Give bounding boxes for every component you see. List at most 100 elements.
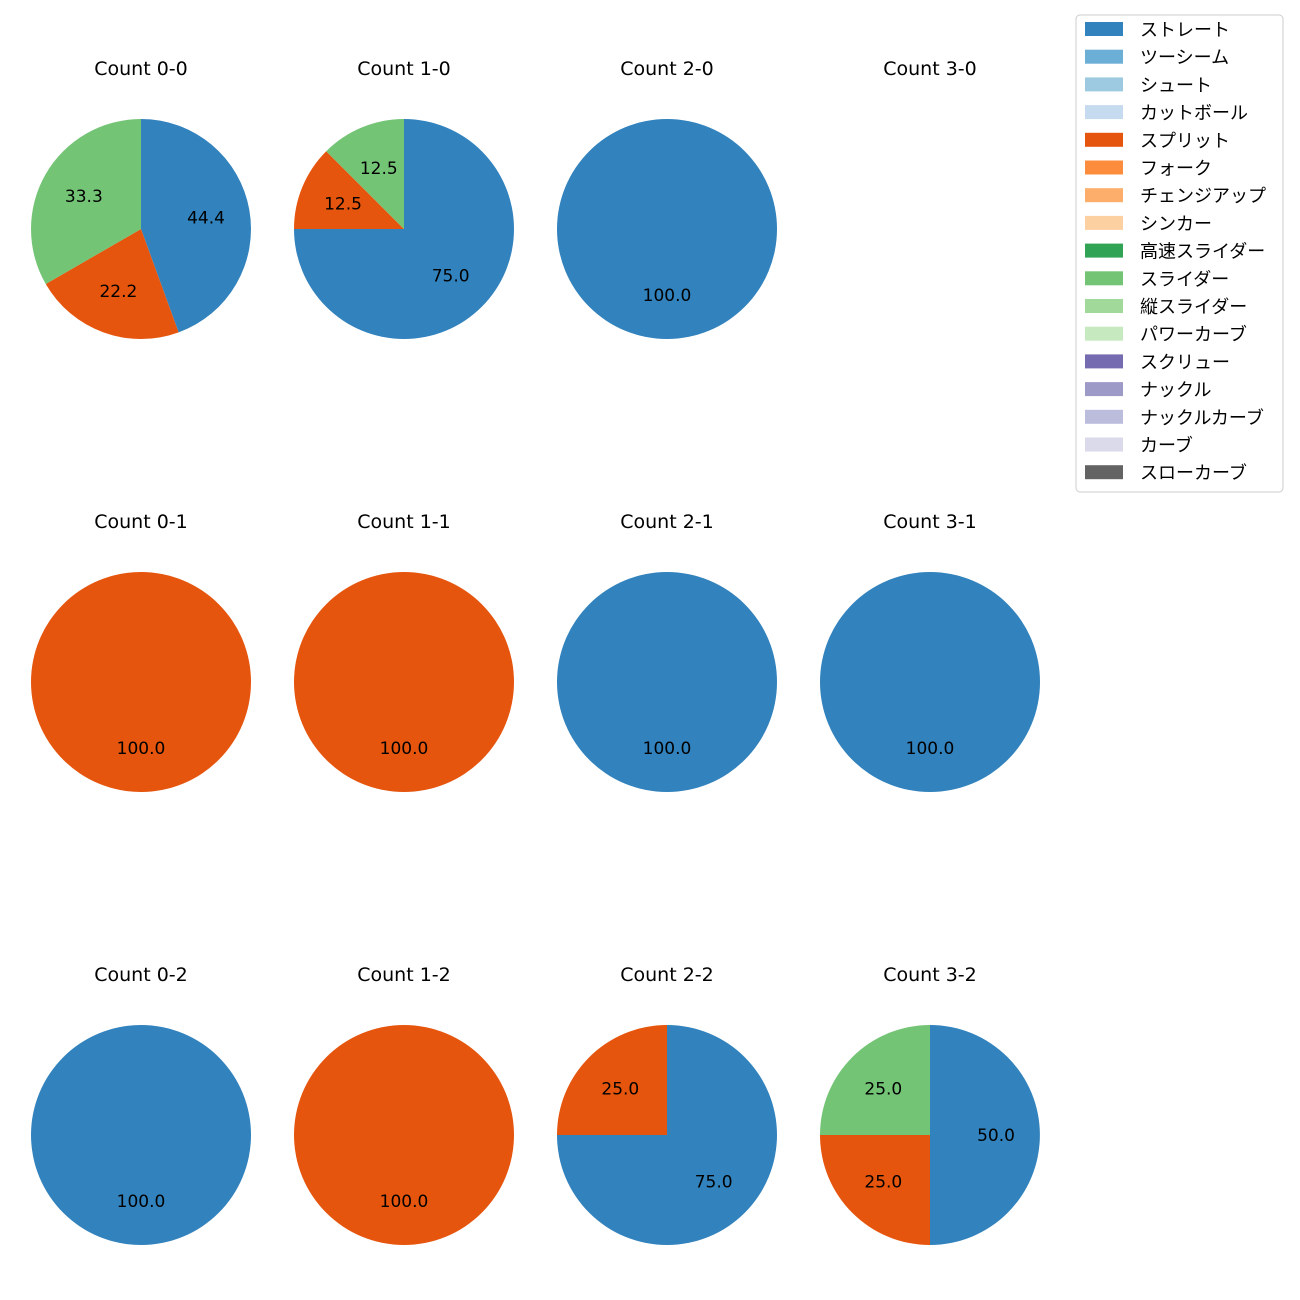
legend-label: パワーカーブ [1140, 324, 1247, 346]
pie-title: Count 0-1 [94, 511, 188, 533]
pie-panel: Count 0-0 44.4 22.2 33.3 [31, 58, 251, 339]
pie-slice [294, 151, 404, 229]
pie-slice [820, 1135, 930, 1245]
legend-swatch [1085, 160, 1123, 175]
legend-label: ツーシーム [1140, 48, 1229, 69]
legend-swatch [1085, 465, 1123, 480]
pie-slice-label: 75.0 [695, 1173, 733, 1193]
legend-label: ストレート [1140, 20, 1230, 41]
legend-entry: スローカーブ [1085, 462, 1247, 484]
pie-slice-label: 75.0 [432, 267, 470, 287]
legend-entry: フォーク [1085, 159, 1212, 180]
pie-title: Count 1-2 [357, 964, 451, 986]
legend-label: スクリュー [1140, 352, 1230, 373]
pie-panel: Count 3-0 [883, 58, 977, 80]
legend-label: ナックルカーブ [1140, 407, 1264, 429]
pie-slice-label: 50.0 [977, 1126, 1015, 1146]
legend-label: スローカーブ [1140, 462, 1247, 484]
pie-panel: Count 0-2 100.0 [31, 964, 251, 1245]
legend-swatch [1085, 299, 1123, 313]
legend-entry: ツーシーム [1085, 48, 1229, 69]
pie-title: Count 2-2 [620, 964, 714, 986]
pie-slice-label: 12.5 [324, 195, 362, 215]
legend-swatch [1085, 437, 1123, 452]
pie-panel: Count 2-1 100.0 [557, 511, 777, 792]
legend-label: カットボール [1140, 103, 1248, 124]
legend-label: スライダー [1140, 269, 1229, 290]
pie-panel: Count 0-1 100.0 [31, 511, 251, 792]
pie-slice-label: 12.5 [360, 159, 398, 179]
legend-swatch [1085, 132, 1123, 147]
pie-title: Count 1-1 [357, 511, 451, 533]
legend-entry: カーブ [1085, 435, 1193, 457]
legend-label: シンカー [1140, 214, 1212, 235]
legend-label: フォーク [1140, 159, 1212, 180]
legend-entry: ナックル [1085, 380, 1211, 401]
legend-swatch [1085, 243, 1123, 258]
pie-title: Count 2-0 [620, 58, 714, 80]
pie-panel: Count 1-2 100.0 [294, 964, 514, 1245]
pie-title: Count 3-1 [883, 511, 977, 533]
pie-slice-label: 100.0 [117, 739, 166, 759]
pie-slice-label: 100.0 [643, 739, 692, 759]
legend-entry: チェンジアップ [1085, 186, 1266, 207]
pie-slice [31, 572, 251, 792]
legend-swatch [1085, 49, 1123, 64]
pie-slice [557, 119, 777, 339]
pie-slice [557, 1025, 667, 1135]
pie-slice [930, 1025, 1040, 1245]
pie-slice [820, 572, 1040, 792]
legend-entry: シュート [1085, 75, 1212, 96]
legend-swatch [1085, 409, 1123, 424]
legend: ストレートツーシームシュートカットボールスプリットフォークチェンジアップシンカー… [1075, 14, 1284, 493]
legend-swatch [1085, 77, 1123, 92]
pie-title: Count 1-0 [357, 58, 451, 80]
pie-slice-label: 100.0 [380, 1192, 429, 1212]
legend-label: カーブ [1140, 435, 1193, 457]
pie-panel: Count 3-1 100.0 [820, 511, 1040, 792]
legend-entry: 縦スライダー [1085, 297, 1247, 318]
legend-swatch [1085, 105, 1123, 120]
pie-slice [45, 229, 179, 339]
pie-panels: Count 0-0 44.4 22.2 33.3 Count 1-0 75.0 12.5 12… [31, 58, 1040, 1245]
pie-slice-label: 100.0 [380, 739, 429, 759]
pie-title: Count 3-0 [883, 58, 977, 80]
pie-slice-label: 44.4 [187, 209, 225, 229]
legend-swatch [1085, 215, 1123, 230]
pie-title: Count 3-2 [883, 964, 977, 986]
pie-slice [31, 1025, 251, 1245]
legend-entry: スクリュー [1085, 352, 1230, 373]
legend-swatch [1085, 326, 1123, 341]
legend-entry: シンカー [1085, 214, 1212, 235]
legend-entry: スプリット [1085, 131, 1230, 152]
pie-panel: Count 2-2 75.0 25.0 [557, 964, 777, 1245]
pie-slice [294, 572, 514, 792]
pie-slice [141, 119, 251, 333]
legend-label: 縦スライダー [1140, 297, 1247, 318]
pie-panel: Count 2-0 100.0 [557, 58, 777, 339]
pie-slice [294, 1025, 514, 1245]
pie-slice [820, 1025, 930, 1135]
legend-entry: カットボール [1085, 103, 1248, 124]
pie-slice-label: 100.0 [906, 739, 955, 759]
pie-panel: Count 1-0 75.0 12.5 12.5 [294, 58, 514, 339]
pie-title: Count 2-1 [620, 511, 714, 533]
legend-label: スプリット [1140, 131, 1230, 152]
legend-items: ストレートツーシームシュートカットボールスプリットフォークチェンジアップシンカー… [1085, 20, 1266, 484]
pie-slice-label: 100.0 [117, 1192, 166, 1212]
pie-panel: Count 1-1 100.0 [294, 511, 514, 792]
legend-frame [1075, 14, 1284, 493]
legend-swatch [1085, 188, 1123, 203]
legend-swatch [1085, 22, 1123, 36]
pie-slice-label: 25.0 [864, 1079, 902, 1099]
legend-swatch [1085, 354, 1123, 369]
legend-entry: パワーカーブ [1085, 324, 1247, 346]
legend-entry: スライダー [1085, 269, 1229, 290]
pie-slice [31, 119, 142, 284]
pie-slice-label: 100.0 [643, 286, 692, 306]
legend-swatch [1085, 382, 1123, 397]
pie-slice [326, 119, 404, 229]
legend-label: 高速スライダー [1140, 242, 1265, 263]
legend-label: ナックル [1140, 380, 1211, 401]
